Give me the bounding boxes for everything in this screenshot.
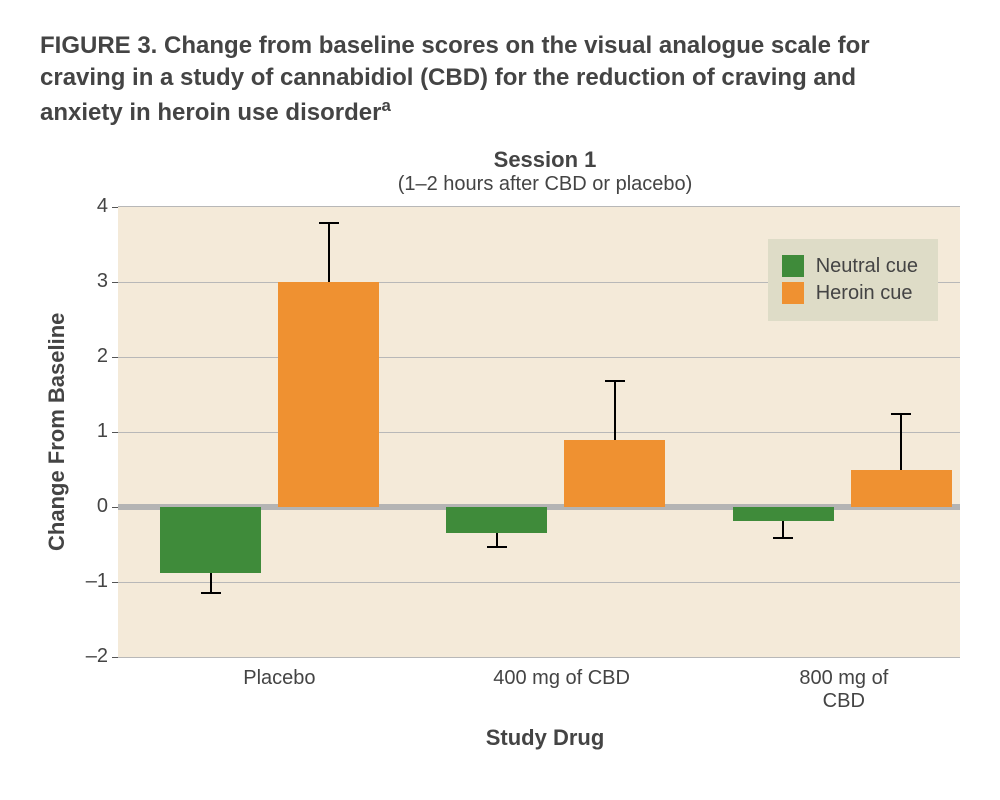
bar <box>446 507 547 533</box>
gridline <box>118 657 960 658</box>
error-bar <box>614 380 616 440</box>
chart-area: Change From Baseline 43210–1–2 Neutral c… <box>40 206 960 657</box>
x-axis-ticks: Placebo400 mg of CBD800 mg of CBD <box>130 667 960 701</box>
gridline <box>118 357 960 358</box>
figure-superscript: a <box>381 96 390 115</box>
legend-item: Heroin cue <box>782 282 918 305</box>
chart-subtitle: (1–2 hours after CBD or placebo) <box>130 173 960 196</box>
legend-label: Heroin cue <box>816 282 913 305</box>
legend-swatch <box>782 282 804 304</box>
y-axis-label: Change From Baseline <box>40 206 70 657</box>
figure-caption: FIGURE 3. Change from baseline scores on… <box>40 30 940 129</box>
gridline <box>118 582 960 583</box>
gridline <box>118 432 960 433</box>
x-axis-label: Study Drug <box>130 725 960 751</box>
x-tick-label: 800 mg of CBD <box>786 667 902 713</box>
error-bar <box>782 521 784 539</box>
bar <box>160 507 261 573</box>
legend: Neutral cue Heroin cue <box>768 239 938 321</box>
error-bar <box>496 533 498 548</box>
bar <box>278 282 379 507</box>
legend-label: Neutral cue <box>816 255 918 278</box>
legend-swatch <box>782 255 804 277</box>
x-tick-label: Placebo <box>243 667 315 690</box>
bar <box>851 470 952 507</box>
x-tick-label: 400 mg of CBD <box>493 667 630 690</box>
legend-item: Neutral cue <box>782 255 918 278</box>
figure-text: Change from baseline scores on the visua… <box>40 32 870 126</box>
chart-title: Session 1 <box>130 147 960 173</box>
plot-area: Neutral cue Heroin cue <box>118 206 960 657</box>
figure-label: FIGURE 3. <box>40 32 157 59</box>
y-axis-ticks: 43210–1–2 <box>70 206 118 656</box>
error-bar <box>900 413 902 469</box>
error-bar <box>210 573 212 594</box>
bar <box>564 440 665 508</box>
bar <box>733 507 834 521</box>
error-bar <box>328 222 330 282</box>
